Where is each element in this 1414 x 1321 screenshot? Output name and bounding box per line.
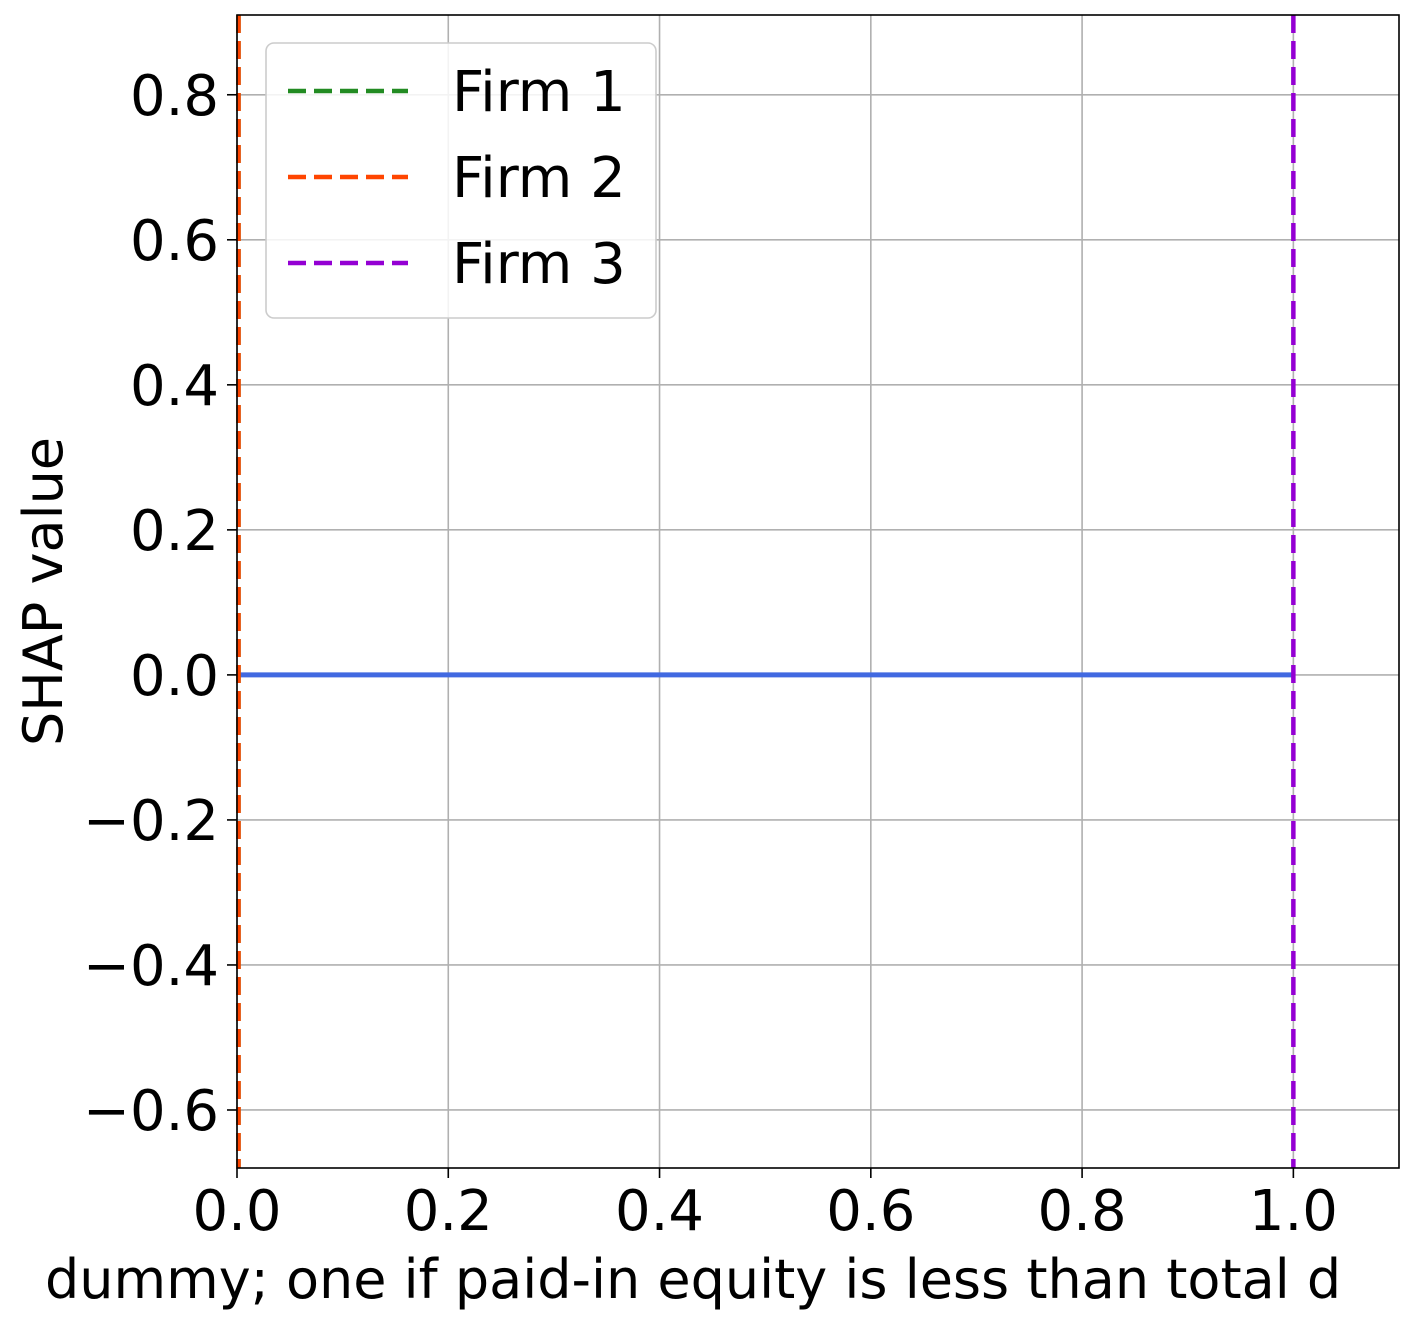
x-axis-label: dummy; one if paid-in equity is less tha… <box>45 1248 1341 1311</box>
x-tick-label: 1.0 <box>1249 1179 1338 1244</box>
y-tick-label: −0.2 <box>83 789 219 854</box>
data-layer <box>236 15 1296 1168</box>
y-tick-label: 0.8 <box>130 64 219 129</box>
x-tick-label: 0.6 <box>826 1179 915 1244</box>
y-tick-label: 0.2 <box>130 499 219 564</box>
y-axis-label: SHAP value <box>12 437 75 746</box>
x-tick-label: 0.4 <box>615 1179 704 1244</box>
legend-label: Firm 1 <box>452 60 626 125</box>
x-tick-label: 0.0 <box>192 1179 281 1244</box>
legend-box <box>265 42 657 319</box>
x-tick-label: 0.2 <box>404 1179 493 1244</box>
legend-label: Firm 3 <box>452 232 626 297</box>
y-tick-label: 0.4 <box>130 354 219 419</box>
legend: Firm 1 Firm 2 Firm 3 <box>265 42 657 319</box>
y-tick-label: 0.6 <box>130 209 219 274</box>
legend-label: Firm 2 <box>452 146 626 211</box>
x-tick-label: 0.8 <box>1038 1179 1127 1244</box>
y-tick-label: −0.6 <box>83 1079 219 1144</box>
y-tick-label: 0.0 <box>130 644 219 709</box>
plot-frame <box>236 14 1400 1169</box>
tick-layer: 0.0 0.2 0.4 0.6 0.8 1.0 −0.6 −0.4 −0.2 0.0 0.2 0.4 0… <box>83 64 1338 1244</box>
y-tick-label: −0.4 <box>83 934 219 999</box>
